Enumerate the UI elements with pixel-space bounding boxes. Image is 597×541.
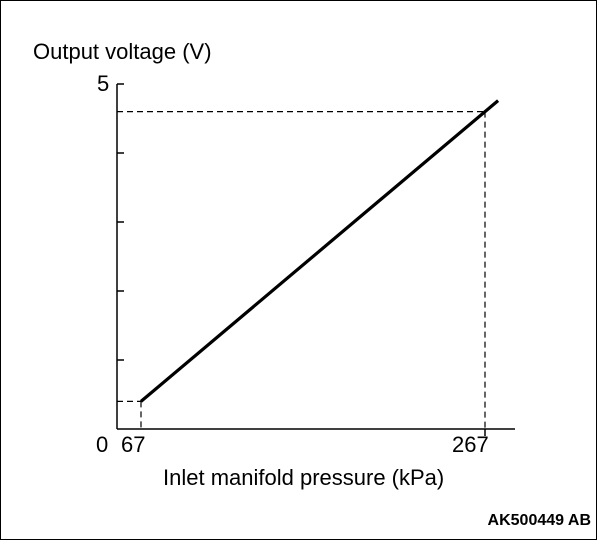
x-axis-label: Inlet manifold pressure (kPa) <box>163 465 444 490</box>
reference-lines <box>117 110 486 429</box>
axes <box>116 84 515 430</box>
x-tick-label-67: 67 <box>121 432 145 457</box>
y-axis-ticks <box>117 83 486 436</box>
series-line <box>139 99 500 403</box>
y-axis-label: Output voltage (V) <box>33 39 212 64</box>
x-tick-label-267: 267 <box>452 432 489 457</box>
data-series <box>139 99 500 403</box>
y-tick-label-5: 5 <box>97 71 109 96</box>
origin-label: 0 <box>96 432 108 457</box>
figure-code: AK500449 AB <box>488 512 591 529</box>
